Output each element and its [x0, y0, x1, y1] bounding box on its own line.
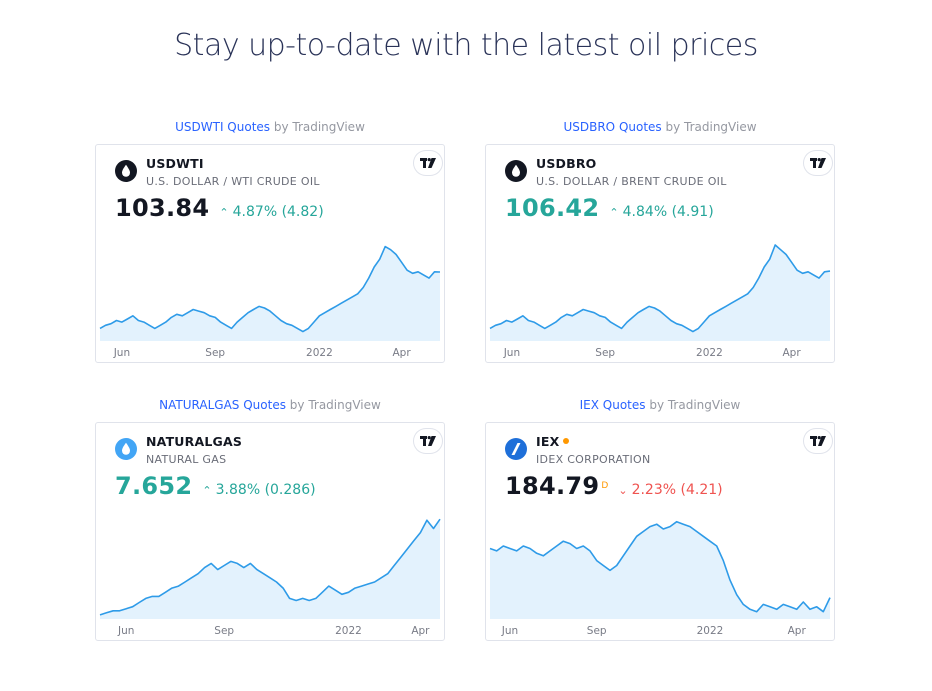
x-tick-label: Jun: [503, 347, 520, 359]
symbol-description: U.S. DOLLAR / WTI CRUDE OIL: [146, 175, 320, 188]
ticker-card[interactable]: NATURALGAS NATURAL GAS 7.652 ⌃ 3.88% (0.28…: [95, 422, 445, 641]
widget-naturalgas: NATURALGAS Quotes by TradingView NATURAL…: [95, 398, 445, 641]
caption-suffix: by TradingView: [270, 120, 365, 134]
chart-area-fill: [100, 246, 440, 341]
market-status-dot: [563, 437, 570, 444]
x-tick-label: Jun: [113, 347, 130, 359]
chart-area-fill: [100, 519, 440, 619]
change-value: 4.84% (4.91): [622, 204, 714, 220]
last-price: 184.79: [505, 472, 600, 500]
price-row: 103.84 ⌃ 4.87% (4.82): [115, 194, 324, 222]
symbol-name: IEX: [536, 434, 570, 449]
x-tick-label: 2022: [696, 347, 723, 359]
quotes-link[interactable]: NATURALGAS Quotes: [159, 398, 286, 412]
widget-caption: USDBRO Quotes by TradingView: [485, 120, 835, 138]
x-tick-label: 2022: [335, 625, 362, 637]
last-price: 7.652: [115, 472, 193, 500]
x-tick-label: Apr: [411, 625, 430, 637]
page-title: Stay up-to-date with the latest oil pric…: [174, 28, 758, 63]
change-value: 3.88% (0.286): [215, 482, 316, 498]
ticker-card[interactable]: IEX IDEX CORPORATION 184.79 D ⌄ 2.23% (4.21…: [485, 422, 835, 641]
widget-caption: NATURALGAS Quotes by TradingView: [95, 398, 445, 416]
caption-suffix: by TradingView: [661, 120, 757, 134]
x-tick-label: Sep: [587, 625, 607, 637]
tradingview-logo-icon[interactable]: [804, 151, 832, 175]
gas-flame-icon: [115, 438, 137, 460]
chart-area-fill: [490, 521, 830, 619]
chart-series-line: [489, 520, 831, 613]
chart-series-line: [489, 244, 831, 333]
chart-series-line: [99, 518, 441, 616]
x-tick-label: 2022: [697, 625, 724, 637]
symbol-name: USDWTI: [146, 156, 204, 171]
price-change: ⌃ 4.84% (4.91): [609, 204, 713, 220]
quotes-link[interactable]: IEX Quotes: [579, 398, 646, 412]
x-tick-label: Apr: [783, 347, 802, 359]
x-tick-label: Apr: [393, 347, 412, 359]
price-chart[interactable]: Jun Sep 2022 Apr: [96, 508, 444, 640]
widget-usdbro: USDBRO Quotes by TradingView USDBRO U.S.…: [485, 120, 835, 363]
delayed-marker: D: [601, 480, 609, 491]
price-chart[interactable]: Jun Sep 2022 Apr: [96, 230, 444, 362]
price-chart[interactable]: Jun Sep 2022 Apr: [486, 508, 834, 640]
widget-iex: IEX Quotes by TradingView IEX IDEX CORPO…: [485, 398, 835, 641]
x-tick-label: Jun: [117, 625, 134, 637]
widget-caption: USDWTI Quotes by TradingView: [95, 120, 445, 138]
idex-logo-icon: [505, 438, 527, 460]
tradingview-logo-icon[interactable]: [804, 429, 832, 453]
change-value: 2.23% (4.21): [631, 482, 723, 498]
last-price: 103.84: [115, 194, 210, 222]
change-arrow-icon: ⌃: [202, 484, 212, 497]
ticker-card[interactable]: USDWTI U.S. DOLLAR / WTI CRUDE OIL 103.8…: [95, 144, 445, 363]
last-price: 106.42: [505, 194, 600, 222]
symbol-description: NATURAL GAS: [146, 453, 227, 466]
chart-series-line: [99, 245, 441, 333]
quotes-link[interactable]: USDWTI Quotes: [175, 120, 271, 134]
caption-suffix: by TradingView: [285, 398, 381, 412]
x-tick-label: Sep: [214, 625, 234, 637]
change-value: 4.87% (4.82): [232, 204, 324, 220]
quotes-link[interactable]: USDBRO Quotes: [563, 120, 662, 134]
widget-caption: IEX Quotes by TradingView: [485, 398, 835, 416]
symbol-name: NATURALGAS: [146, 434, 243, 449]
symbol-text: IEX: [536, 434, 560, 449]
x-tick-label: Sep: [595, 347, 615, 359]
price-row: 106.42 ⌃ 4.84% (4.91): [505, 194, 714, 222]
x-tick-label: Sep: [205, 347, 225, 359]
change-arrow-icon: ⌄: [618, 484, 628, 497]
change-arrow-icon: ⌃: [219, 206, 229, 219]
tradingview-logo-icon[interactable]: [414, 151, 442, 175]
price-row: 184.79 D ⌄ 2.23% (4.21): [505, 472, 723, 500]
x-tick-label: Apr: [788, 625, 807, 637]
chart-area-fill: [490, 245, 830, 341]
widget-usdwti: USDWTI Quotes by TradingView USDWTI U.S.…: [95, 120, 445, 363]
price-change: ⌃ 4.87% (4.82): [219, 204, 323, 220]
price-row: 7.652 ⌃ 3.88% (0.286): [115, 472, 316, 500]
change-arrow-icon: ⌃: [609, 206, 619, 219]
price-change: ⌃ 3.88% (0.286): [202, 482, 315, 498]
ticker-card[interactable]: USDBRO U.S. DOLLAR / BRENT CRUDE OIL 106…: [485, 144, 835, 363]
oil-drop-icon: [505, 160, 527, 182]
oil-drop-icon: [115, 160, 137, 182]
symbol-description: U.S. DOLLAR / BRENT CRUDE OIL: [536, 175, 727, 188]
price-change: ⌄ 2.23% (4.21): [618, 482, 722, 498]
symbol-name: USDBRO: [536, 156, 597, 171]
x-tick-label: 2022: [306, 347, 333, 359]
x-tick-label: Jun: [501, 625, 518, 637]
tradingview-logo-icon[interactable]: [414, 429, 442, 453]
price-chart[interactable]: Jun Sep 2022 Apr: [486, 230, 834, 362]
caption-suffix: by TradingView: [645, 398, 741, 412]
symbol-description: IDEX CORPORATION: [536, 453, 651, 466]
